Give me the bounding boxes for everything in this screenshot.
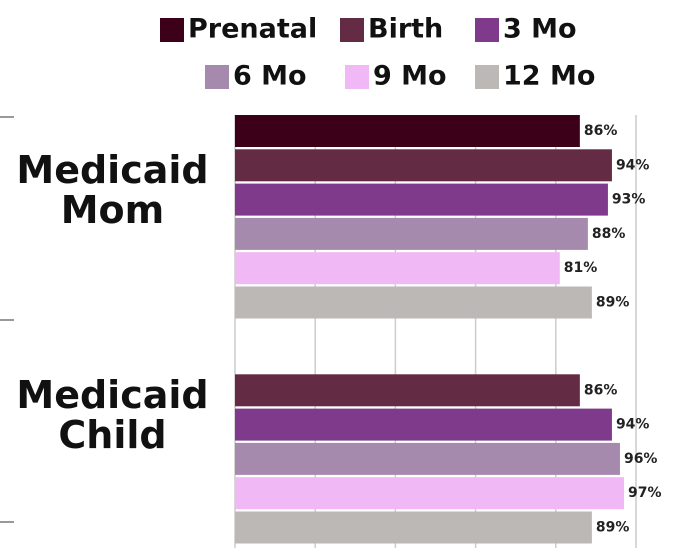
bar bbox=[235, 286, 592, 319]
bar bbox=[235, 477, 624, 510]
bar bbox=[235, 408, 612, 441]
value-label: 93% bbox=[612, 192, 646, 208]
legend-label: Prenatal bbox=[188, 14, 317, 45]
legend-swatch bbox=[340, 18, 364, 42]
bar bbox=[235, 252, 560, 285]
bar bbox=[235, 217, 588, 250]
category-label: Medicaid Child bbox=[16, 373, 209, 457]
value-label: 94% bbox=[616, 417, 650, 433]
legend-swatch bbox=[475, 65, 499, 89]
value-label: 86% bbox=[584, 382, 618, 398]
value-label: 89% bbox=[596, 295, 630, 311]
legend-label: Birth bbox=[368, 14, 443, 45]
value-label: 86% bbox=[584, 123, 618, 139]
value-label: 96% bbox=[624, 451, 658, 467]
legend-swatch bbox=[205, 65, 229, 89]
legend-label: 9 Mo bbox=[373, 61, 447, 92]
legend-label: 3 Mo bbox=[503, 14, 577, 45]
legend-swatch bbox=[475, 18, 499, 42]
bar bbox=[235, 183, 608, 216]
legend-swatch bbox=[160, 18, 184, 42]
bar bbox=[235, 374, 580, 407]
bar bbox=[235, 511, 592, 544]
bar bbox=[235, 115, 580, 147]
legend-label: 12 Mo bbox=[503, 61, 595, 92]
bar bbox=[235, 442, 620, 475]
legend-swatch bbox=[345, 65, 369, 89]
value-label: 81% bbox=[564, 260, 598, 276]
legend-label: 6 Mo bbox=[233, 61, 307, 92]
value-label: 89% bbox=[596, 520, 630, 536]
value-label: 94% bbox=[616, 157, 650, 173]
bar bbox=[235, 149, 612, 182]
category-label: Medicaid Mom bbox=[16, 148, 209, 232]
value-label: 88% bbox=[592, 226, 626, 242]
value-label: 97% bbox=[628, 485, 662, 501]
